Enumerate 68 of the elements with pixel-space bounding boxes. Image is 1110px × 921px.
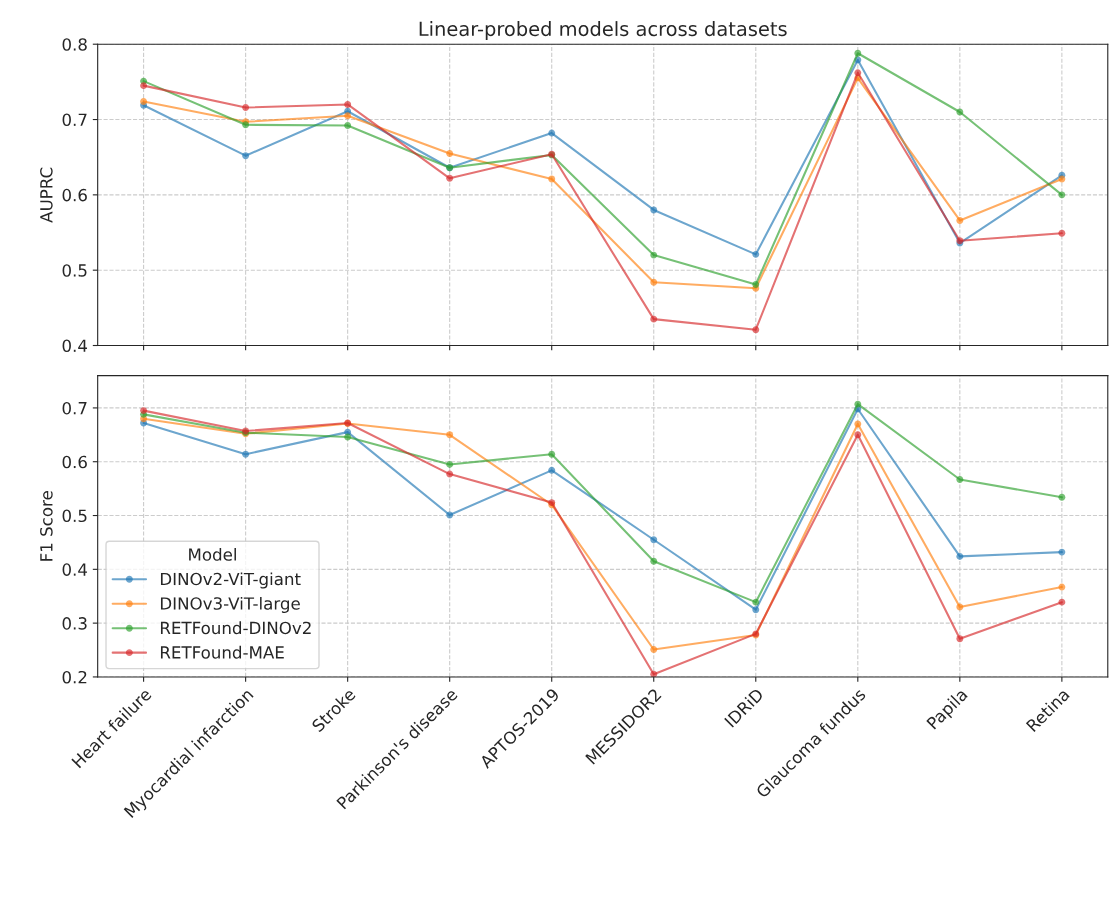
legend-label: DINOv3-ViT-large (160, 596, 300, 614)
point (1058, 175, 1066, 183)
legend-label: RETFound-DINOv2 (160, 621, 311, 635)
point (140, 97, 148, 105)
point (956, 552, 964, 560)
point (854, 400, 862, 408)
point (1058, 548, 1066, 556)
point (446, 149, 454, 157)
point (650, 557, 658, 565)
point (956, 635, 964, 643)
point (752, 598, 760, 606)
point (752, 281, 760, 288)
y-tick-label: 0.5 (62, 264, 87, 277)
y-tick-label: 0.6 (62, 455, 87, 469)
point (1058, 598, 1066, 606)
point (752, 606, 760, 614)
point (446, 460, 454, 468)
point (344, 433, 352, 441)
point (650, 278, 658, 286)
point (650, 251, 658, 259)
point (752, 326, 760, 334)
point (548, 450, 556, 458)
point (446, 511, 454, 519)
point (752, 250, 760, 258)
y-tick-label: 0.4 (62, 339, 88, 353)
point (140, 82, 148, 90)
point (650, 206, 658, 214)
point (242, 152, 250, 160)
y-tick-label: 0.7 (62, 401, 87, 415)
point (344, 122, 352, 130)
y-axis-title: AUPRC (40, 167, 53, 223)
point (650, 646, 658, 653)
chart-title: Linear-probed models across datasets (419, 21, 787, 40)
point (650, 536, 658, 544)
point (548, 129, 556, 137)
legend-label: DINOv2-ViT-giant (160, 572, 301, 589)
point (854, 49, 862, 57)
point (446, 431, 454, 439)
point (854, 420, 862, 428)
point (446, 174, 454, 182)
y-tick-label: 0.7 (62, 113, 87, 127)
point (956, 603, 964, 611)
point (1058, 191, 1066, 199)
point (854, 69, 862, 77)
y-tick-label: 0.6 (62, 188, 87, 202)
point (242, 450, 250, 458)
point (650, 315, 658, 323)
point (1058, 493, 1066, 501)
legend-title: Model (189, 547, 236, 561)
point (956, 476, 964, 483)
point (956, 217, 964, 224)
point (956, 108, 964, 116)
point (548, 466, 556, 474)
y-tick-label: 0.8 (62, 38, 87, 51)
y-axis-title: F1 Score (40, 491, 53, 561)
point (446, 470, 454, 478)
y-tick-label: 0.2 (62, 670, 87, 684)
point (1058, 583, 1066, 591)
y-tick-label: 0.5 (62, 509, 87, 523)
point (548, 175, 556, 183)
point (344, 101, 352, 108)
legend-label: RETFound-MAE (160, 645, 284, 659)
y-tick-label: 0.4 (62, 563, 88, 576)
point (1058, 229, 1066, 237)
point (344, 112, 352, 120)
point (242, 104, 250, 111)
point (854, 431, 862, 439)
y-tick-label: 0.3 (62, 617, 87, 630)
